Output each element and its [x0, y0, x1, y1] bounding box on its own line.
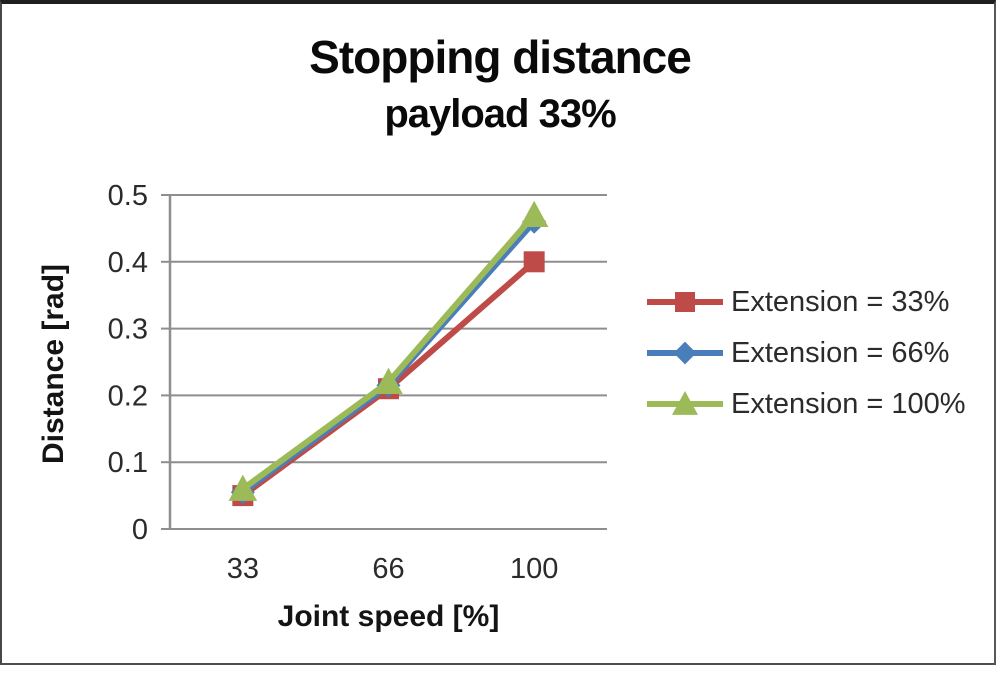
x-axis-title: Joint speed [%]	[277, 600, 500, 633]
data-point-square-icon	[523, 251, 545, 273]
y-tick-label: 0.4	[108, 247, 148, 279]
legend-square-icon	[675, 292, 695, 312]
data-point-triangle-icon	[374, 367, 403, 394]
data-point-triangle-icon	[519, 200, 549, 227]
legend-item-extension-33: Extension = 33%	[645, 282, 966, 322]
legend-marker-square	[647, 292, 723, 312]
series-extension-100-	[228, 200, 549, 501]
data-point-triangle-icon	[228, 474, 258, 501]
y-tick-label: 0.3	[108, 314, 148, 346]
legend-label: Extension = 100%	[731, 387, 966, 420]
legend-marker-triangle	[647, 390, 723, 415]
chart-title: Stopping distance	[309, 31, 692, 83]
legend: Extension = 33% Extension = 66% Extensio…	[645, 282, 966, 424]
x-tick-label: 33	[227, 553, 259, 585]
legend-label: Extension = 33%	[731, 285, 950, 318]
chart-subtitle: payload 33%	[384, 92, 616, 136]
y-tick-label: 0	[132, 514, 148, 546]
y-axis-title: Distance [rad]	[37, 263, 70, 465]
legend-item-extension-66: Extension = 66%	[645, 333, 966, 373]
legend-item-extension-100: Extension = 100%	[645, 384, 966, 424]
x-tick-label: 100	[510, 553, 558, 585]
legend-diamond-icon	[673, 341, 697, 365]
legend-marker-diamond	[647, 341, 723, 365]
y-tick-label: 0.5	[108, 180, 148, 212]
series-line	[239, 212, 538, 492]
legend-triangle-icon	[671, 390, 699, 415]
legend-label: Extension = 66%	[731, 336, 950, 369]
y-tick-label: 0.2	[108, 380, 148, 412]
y-tick-label: 0.1	[108, 447, 148, 479]
x-tick-label: 66	[372, 553, 404, 585]
